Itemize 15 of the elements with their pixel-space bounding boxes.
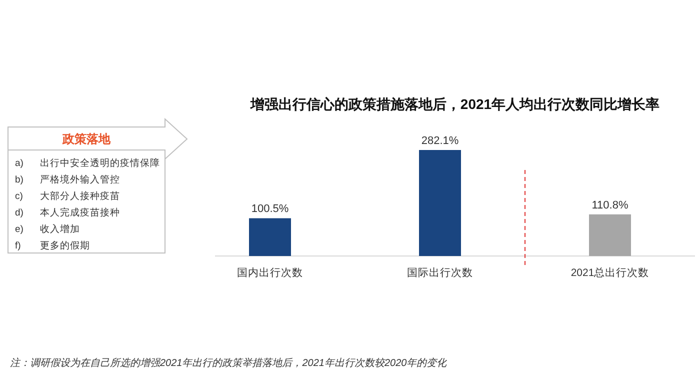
x-tick-label: 国内出行次数: [237, 266, 303, 279]
text: b) 严格境外输入管控: [15, 174, 120, 186]
data-label: 282.1%: [421, 135, 459, 147]
x-tick-label: 2021总出行次数: [570, 266, 650, 279]
text: c) 大部分人接种疫苗: [15, 191, 120, 202]
data-label: 100.5%: [251, 203, 289, 216]
text: a) 出行中安全透明的疫情保障: [15, 158, 160, 169]
text: 政策落地: [62, 132, 112, 146]
data-label: 110.8%: [592, 199, 628, 212]
text: e) 收入增加: [15, 224, 80, 235]
text: d) 本人完成疫苗接种: [15, 208, 120, 218]
text: f) 更多的假期: [15, 240, 90, 252]
x-tick-label: 国际出行次数: [407, 266, 473, 279]
text: 注：调研假设为在自己所选的增强2021年出行的政策举措落地后，2021年出行次数较2020年的变化: [10, 357, 448, 369]
chart-title: 增强出行信心的政策措施落地后，2021年人均出行次数同比增长率: [249, 96, 660, 112]
